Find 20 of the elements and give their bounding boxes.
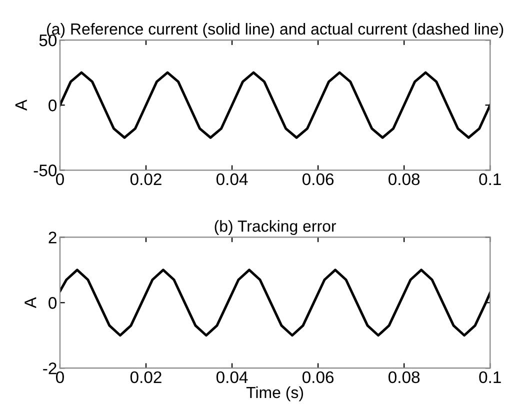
- y-tick-label: 0: [48, 297, 57, 309]
- y-axis-title: A: [15, 100, 27, 111]
- x-tick-label: 0.02: [130, 173, 162, 186]
- x-tick-label: 0.1: [479, 173, 501, 186]
- y-axis-title: A: [24, 297, 36, 308]
- y-tick-label: -2: [43, 362, 56, 374]
- line-series: [60, 268, 490, 337]
- x-axis-title: Time (s): [246, 386, 304, 402]
- y-tick-label: 0: [48, 100, 57, 112]
- x-tick-label: 0.08: [388, 173, 420, 186]
- x-tick-label: 0.1: [479, 371, 501, 384]
- y-tick-label: -50: [34, 164, 57, 176]
- x-tick-label: 0.08: [388, 371, 420, 384]
- x-tick-label: 0.04: [216, 371, 248, 384]
- chart-title: (b) Tracking error: [214, 220, 336, 235]
- y-tick-label: 2: [48, 232, 56, 244]
- x-tick-label: 0.02: [130, 371, 162, 384]
- x-tick-label: 0.04: [216, 173, 248, 186]
- x-tick-label: 0.06: [302, 173, 334, 186]
- x-tick-label: 0.06: [302, 371, 334, 384]
